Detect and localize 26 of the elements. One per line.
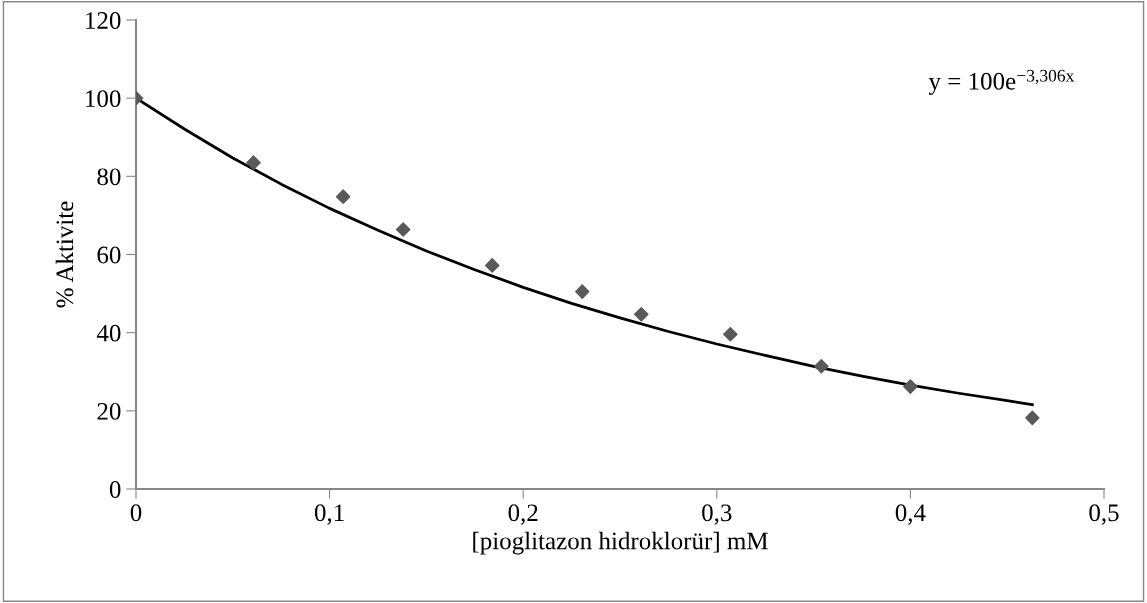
x-tick-label: 0,4 [895,504,926,525]
point [634,307,649,322]
y-tick-label: 20 [97,402,121,420]
y-tick-label: 40 [96,324,121,342]
point [395,222,411,237]
x-axis-title: [pioglitazon hidroklorür] mM [473,531,768,555]
point [723,326,738,342]
point [246,155,261,170]
x-tick-label: 0,3 [702,504,732,525]
y-tick-label: 0 [109,481,121,498]
point [1025,410,1040,426]
point [335,189,351,204]
y-tick-label: 120 [86,12,121,29]
x-tick-label: 0,2 [508,504,538,525]
annotation: y = 100e$^{−3,306x}$ [928,69,1075,95]
y-tick-label: 80 [97,168,121,186]
x-tick-label: 0,1 [314,504,344,525]
point [484,258,500,273]
x-tick-label: 0 [130,504,142,522]
y-tick-label: 100 [86,90,121,108]
point [574,284,590,299]
x-tick-label: 0,5 [1089,504,1119,525]
point [903,379,918,394]
y-axis-title: % Aktivite [55,201,74,308]
point [814,358,829,374]
y-tick-label: 60 [97,246,121,264]
